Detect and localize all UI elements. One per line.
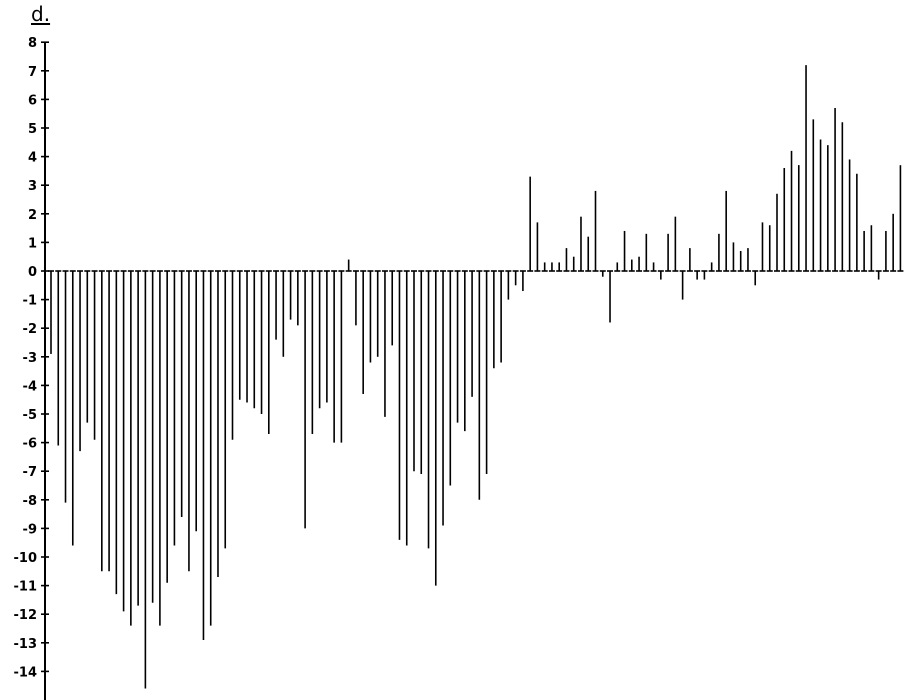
y-tick-label: -4: [23, 379, 37, 394]
y-tick-label: 8: [28, 36, 37, 51]
y-tick-label: -2: [23, 322, 37, 337]
y-tick-label: -3: [23, 351, 37, 366]
y-tick-label: -6: [23, 437, 37, 452]
y-tick-label: -5: [23, 408, 37, 423]
y-tick-label: -10: [14, 551, 38, 566]
y-tick-label: 4: [28, 151, 37, 166]
y-tick-label: 6: [28, 93, 37, 108]
y-tick-label: 1: [28, 236, 37, 251]
y-axis: 8 7 6 5 4 3 2 1 0 -1 -2 -3 -4 -5 -6 -7 -8 -9 -10 -11 -12 -13 -…: [14, 36, 49, 700]
y-tick-label: -14: [14, 665, 38, 680]
y-tick-label: 5: [28, 122, 37, 137]
y-tick-label: -1: [23, 294, 37, 309]
panel-label: d.: [31, 2, 51, 26]
y-tick-label: -7: [23, 465, 37, 480]
y-tick-label: -13: [14, 637, 38, 652]
y-tick-label: -12: [14, 608, 38, 623]
y-tick-label: -8: [23, 494, 37, 509]
y-tick-label: -11: [14, 580, 38, 595]
y-tick-label: -9: [23, 522, 37, 537]
bar-series: [48, 65, 904, 689]
y-tick-label: 3: [28, 179, 37, 194]
y-tick-label: 2: [28, 208, 37, 223]
y-tick-label: 7: [28, 65, 37, 80]
y-tick-label: 0: [28, 265, 37, 280]
